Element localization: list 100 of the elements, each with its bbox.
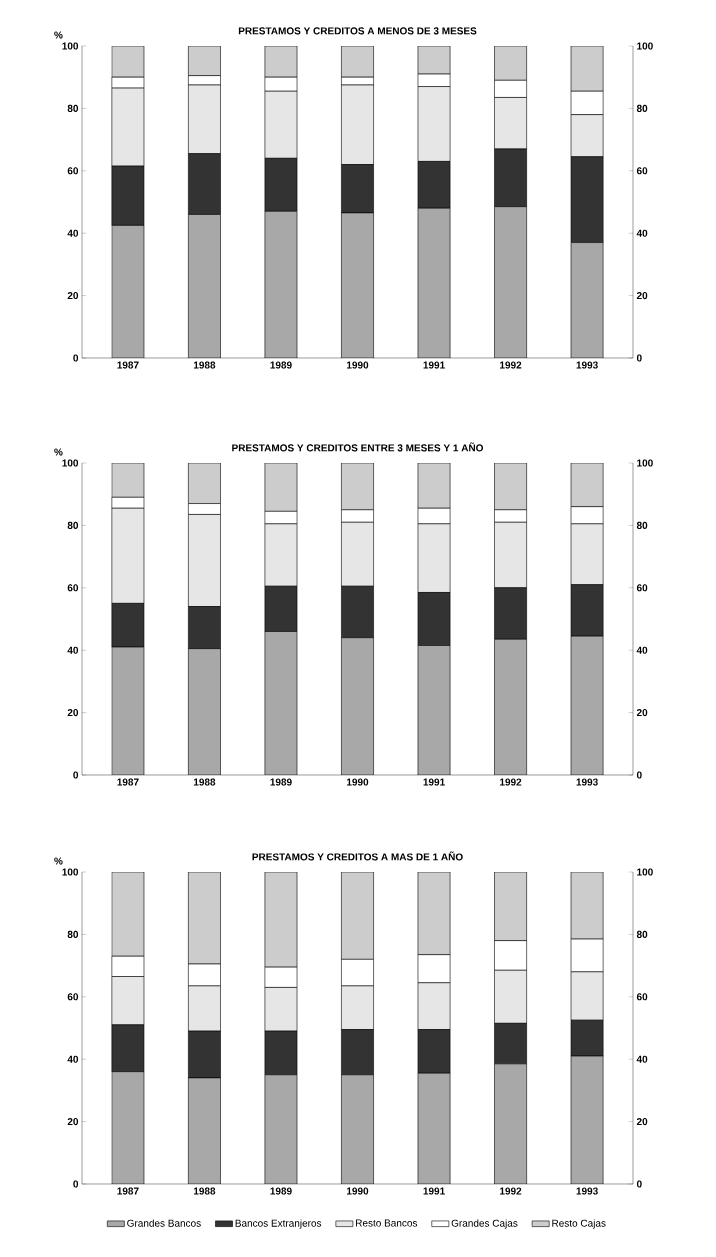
y2-tick-label: 20: [636, 292, 648, 300]
legend-label: Grandes Cajas: [451, 1219, 518, 1229]
chart-title: PRESTAMOS Y CREDITOS ENTRE 3 MESES Y 1 AÑO: [232, 442, 484, 452]
y-tick-label: 20: [67, 709, 79, 717]
bar: [417, 645, 451, 775]
bar: [111, 225, 144, 358]
y-tick-label: 100: [62, 42, 79, 50]
y2-tick-label: 60: [636, 993, 648, 1001]
bar: [494, 206, 527, 358]
y2-tick-label: 80: [636, 104, 648, 112]
y-tick-label: 20: [67, 292, 79, 300]
y2-tick-label: 0: [636, 771, 642, 779]
y-tick-label: 100: [62, 868, 79, 876]
bar: [111, 45, 145, 78]
bar: [188, 1077, 221, 1184]
bar: [264, 631, 298, 775]
y-tick-label: 40: [67, 229, 79, 237]
x-tick-label: 1993: [576, 361, 598, 369]
bar: [417, 208, 451, 358]
bar: [494, 45, 527, 81]
x-tick-label: 1987: [117, 1187, 139, 1195]
y2-tick-label: 20: [636, 709, 648, 717]
y2-tick-label: 80: [636, 521, 648, 529]
y-tick-label: 0: [73, 771, 79, 779]
bar: [494, 1063, 527, 1184]
bar: [494, 462, 527, 511]
bar: [417, 871, 451, 955]
y-tick-label: 60: [67, 584, 79, 592]
bar: [417, 462, 451, 509]
bar: [341, 637, 374, 775]
bar: [570, 462, 604, 507]
bar: [188, 45, 221, 76]
y-axis-title: %: [54, 448, 63, 456]
bar: [341, 212, 374, 358]
x-tick-label: 1988: [193, 361, 216, 369]
y2-tick-label: 80: [636, 930, 648, 938]
bar: [111, 647, 144, 775]
y-tick-label: 60: [67, 993, 79, 1001]
y-tick-label: 0: [73, 1180, 79, 1188]
bar: [570, 871, 604, 940]
bar: [188, 214, 221, 358]
x-tick-label: 1989: [270, 361, 292, 369]
bar: [188, 871, 221, 965]
x-tick-label: 1993: [576, 778, 598, 786]
y2-tick-label: 40: [636, 646, 648, 654]
x-tick-label: 1992: [500, 778, 522, 786]
bar: [341, 1074, 374, 1184]
y2-tick-label: 40: [636, 229, 648, 237]
y-tick-label: 80: [67, 521, 79, 529]
bar: [111, 1071, 144, 1184]
x-tick-label: 1988: [193, 1187, 216, 1195]
x-tick-label: 1991: [423, 361, 445, 369]
chart-title: PRESTAMOS Y CREDITOS A MENOS DE 3 MESES: [238, 27, 477, 35]
y-tick-label: 60: [67, 167, 79, 175]
y-tick-label: 80: [67, 930, 79, 938]
y2-tick-label: 60: [636, 584, 648, 592]
bar: [417, 1073, 451, 1184]
x-tick-label: 1991: [423, 1187, 445, 1195]
y2-tick-label: 100: [637, 42, 653, 50]
y2-tick-label: 20: [636, 1118, 648, 1126]
bar: [264, 45, 298, 78]
x-tick-label: 1992: [500, 361, 522, 369]
bar: [341, 45, 374, 78]
x-tick-label: 1990: [347, 361, 369, 369]
bar: [570, 242, 604, 358]
y-tick-label: 100: [62, 459, 79, 467]
bar: [570, 1055, 604, 1184]
x-tick-label: 1991: [423, 778, 445, 786]
bar: [188, 462, 221, 504]
bar: [570, 45, 604, 92]
x-tick-label: 1987: [117, 361, 139, 369]
x-tick-label: 1990: [347, 778, 369, 786]
legend-label: Grandes Bancos: [127, 1219, 201, 1227]
x-tick-label: 1993: [576, 1187, 598, 1195]
bar: [111, 871, 145, 957]
y-tick-label: 0: [73, 354, 79, 362]
y-axis-title: %: [54, 31, 63, 39]
y2-tick-label: 100: [637, 459, 653, 467]
x-tick-label: 1989: [270, 778, 292, 786]
y2-tick-label: 0: [636, 1180, 642, 1188]
bar: [341, 871, 374, 960]
legend-label: Resto Bancos: [356, 1219, 418, 1227]
y2-tick-label: 40: [636, 1055, 648, 1063]
bar: [264, 1074, 298, 1184]
bar: [494, 639, 527, 775]
bar: [111, 462, 145, 498]
bar: [494, 871, 527, 941]
y-tick-label: 20: [67, 1118, 79, 1126]
x-tick-label: 1989: [270, 1187, 292, 1195]
x-tick-label: 1987: [117, 778, 139, 786]
y-axis-title: %: [54, 857, 63, 865]
y2-tick-label: 100: [637, 868, 653, 876]
x-tick-label: 1990: [347, 1187, 369, 1195]
chart-title: PRESTAMOS Y CREDITOS A MAS DE 1 AÑO: [252, 851, 463, 861]
legend-label: Resto Cajas: [552, 1219, 606, 1229]
x-tick-label: 1992: [500, 1187, 522, 1195]
y2-tick-label: 60: [636, 167, 648, 175]
y-tick-label: 80: [67, 104, 79, 112]
bar: [264, 462, 298, 512]
bar: [570, 635, 604, 775]
